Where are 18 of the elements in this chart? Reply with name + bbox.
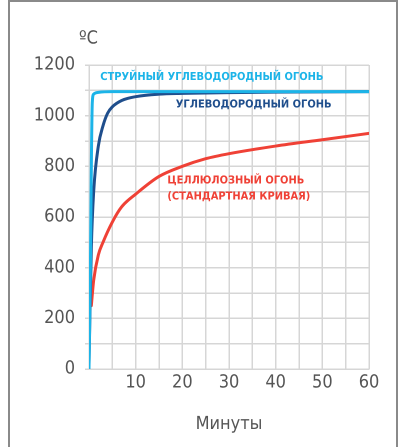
- y-tick-label: 0: [64, 358, 75, 379]
- x-tick-label: 10: [125, 371, 146, 392]
- y-tick-label: 1200: [34, 54, 75, 75]
- y-tick-label: 1000: [34, 104, 75, 126]
- x-axis-title: Минуты: [196, 412, 262, 434]
- y-tick-label: 600: [44, 206, 75, 227]
- x-tick-label: 40: [265, 371, 286, 392]
- x-tick-label: 30: [218, 371, 240, 392]
- series-label: УГЛЕВОДОРОДНЫЙ ОГОНЬ: [176, 96, 332, 110]
- series-label: ЦЕЛЛЮЛОЗНЫЙ ОГОНЬ (СТАНДАРТНАЯ КРИВАЯ): [167, 172, 310, 202]
- y-tick-label: 400: [44, 256, 75, 278]
- x-tick-label: 60: [358, 371, 380, 392]
- y-tick-label: 200: [44, 307, 75, 328]
- y-axis-title: ºC: [79, 28, 98, 49]
- series-label: СТРУЙНЫЙ УГЛЕВОДОРОДНЫЙ ОГОНЬ: [100, 69, 324, 84]
- x-tick-label: 50: [312, 371, 333, 392]
- x-tick-label: 20: [172, 371, 193, 392]
- y-tick-label: 800: [44, 155, 75, 176]
